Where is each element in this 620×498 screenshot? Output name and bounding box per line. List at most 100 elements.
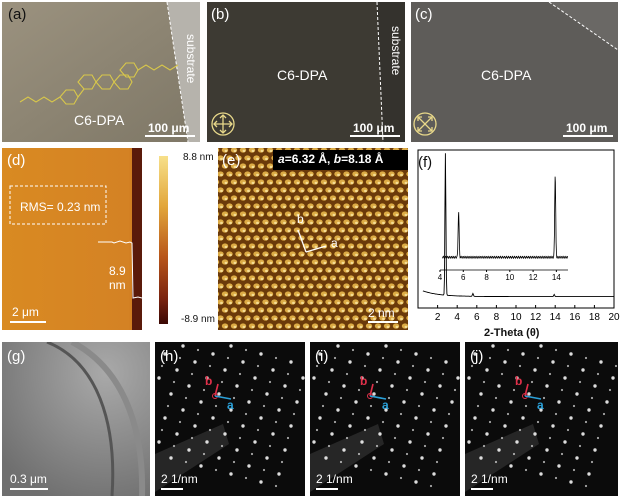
axis-b-arrow (369, 383, 374, 397)
axis-b-arrow (524, 383, 529, 397)
panel-label: (b) (211, 6, 230, 23)
inset-x-tick-label: 14 (552, 273, 561, 282)
panel-label: (h) (160, 348, 179, 365)
axis-b-label: b (297, 212, 304, 226)
scale-bar (368, 321, 398, 323)
axis-a-arrow (214, 395, 232, 400)
diffraction-spots (467, 344, 618, 488)
x-tick-label: 10 (510, 312, 522, 323)
xrd-series-line (422, 153, 614, 298)
panel-label: (a) (8, 6, 27, 23)
x-tick-label: 4 (454, 312, 460, 323)
beam-stop (310, 424, 384, 492)
panel-g: (g) 0.3 μm (2, 342, 150, 496)
scale-bar-label: 2 1/nm (471, 472, 508, 486)
panel-label: (d) (7, 152, 26, 169)
panel-label: (c) (415, 6, 433, 23)
scale-bar-label: 100 μm (566, 121, 608, 135)
beam-stop (465, 424, 539, 492)
axis-a-label: a (331, 236, 338, 250)
saed-pattern (465, 342, 618, 496)
inset-x-tick-label: 4 (438, 273, 443, 282)
axis-a-arrow (305, 245, 327, 253)
scale-bar-label: 2 1/nm (316, 472, 353, 486)
x-tick-label: 6 (474, 312, 480, 323)
axis-a-arrow (524, 395, 542, 400)
inset-series-line (441, 176, 569, 260)
scale-bar (471, 488, 493, 490)
panel-d: (d) RMS= 0.23 nm 8.9 nm 2 μm (2, 148, 142, 330)
scale-bar-label: 2 nm (368, 306, 395, 320)
colorbar-min: -8.9 nm (181, 314, 215, 325)
panel-label: (j) (470, 348, 484, 365)
rms-label: RMS= 0.23 nm (20, 200, 101, 214)
panel-c: (c) C6-DPA 100 μm (411, 2, 618, 142)
x-tick-label: 2 (435, 312, 441, 323)
x-tick-label: 12 (530, 312, 542, 323)
x-tick-label: 20 (608, 312, 620, 323)
substrate-label: substrate (184, 34, 198, 84)
panel-b-image (211, 2, 405, 142)
inset-x-tick-label: 8 (484, 273, 489, 282)
x-tick-label: 8 (494, 312, 500, 323)
axis-a-label: a (227, 398, 234, 412)
scale-bar (161, 488, 183, 490)
panel-a-image (2, 2, 200, 142)
panel-c-image (413, 2, 618, 137)
afm-height-image (2, 148, 142, 330)
panel-h: (h) b a 2 1/nm (155, 342, 305, 496)
substrate-label: substrate (389, 26, 403, 76)
inset-x-tick-label: 6 (461, 273, 466, 282)
panel-label: (i) (315, 348, 329, 365)
axis-b-arrow (214, 383, 219, 397)
scale-bar-label: 100 μm (353, 121, 395, 135)
film-label: C6-DPA (74, 112, 125, 128)
diffraction-spots (157, 344, 305, 488)
stm-lattice-image (218, 148, 408, 329)
lattice-parameters: a=6.32 Å, b=8.18 Å (278, 152, 384, 166)
axis-b-label: b (205, 374, 213, 388)
xrd-chart: 2 4 6 8 10 12 14 16 18 20 4 6 8 10 12 14 (417, 149, 620, 323)
axis-a-arrow (369, 395, 387, 400)
panel-f: 2 4 6 8 10 12 14 16 18 20 4 6 8 10 12 14 (f) 2-Theta (θ… (412, 148, 620, 340)
plot-frame (417, 149, 615, 309)
panel-e: (e) a=6.32 Å, b=8.18 Å b a 2 nm (218, 148, 408, 330)
polarizer-cross-icon (211, 112, 235, 136)
tem-image (2, 342, 150, 496)
scale-bar-label: 2 1/nm (161, 472, 198, 486)
scale-bar (316, 488, 338, 490)
axis-b-arrow (297, 229, 307, 253)
diffraction-spots (312, 344, 460, 488)
step-height-label: 8.9 nm (109, 264, 126, 292)
film-label: C6-DPA (277, 67, 328, 83)
film-label: C6-DPA (481, 67, 532, 83)
panel-a: (a) C6-DPA substrate 100 μm (2, 2, 200, 142)
molecule-structure-icon (19, 62, 179, 105)
scale-bar-label: 100 μm (148, 121, 190, 135)
afm-colorbar: 8.8 nm -8.9 nm (145, 152, 217, 328)
panel-b: (b) C6-DPA substrate 100 μm (207, 2, 405, 142)
x-tick-label: 14 (550, 312, 562, 323)
lattice-spots (218, 148, 408, 329)
polarizer-diagonal-icon (413, 112, 437, 136)
scale-bar-label: 2 μm (12, 305, 39, 319)
x-axis-label: 2-Theta (θ) (484, 327, 540, 339)
panel-i: (i) b a 2 1/nm (310, 342, 460, 496)
panel-label: (e) (222, 152, 241, 169)
x-tick-label: 18 (589, 312, 601, 323)
axis-b-label: b (515, 374, 523, 388)
beam-stop (155, 424, 229, 492)
axis-b-label: b (360, 374, 368, 388)
scale-bar-label: 0.3 μm (10, 472, 47, 486)
panel-j: (j) b a 2 1/nm (465, 342, 618, 496)
saed-pattern (155, 342, 305, 496)
axis-a-label: a (382, 398, 389, 412)
panel-label: (f) (418, 154, 433, 171)
x-tick-label: 16 (569, 312, 581, 323)
inset-x-tick-label: 12 (529, 273, 538, 282)
inset-x-tick-label: 10 (505, 273, 514, 282)
panel-label: (g) (7, 348, 26, 365)
saed-pattern (310, 342, 460, 496)
colorbar-max: 8.8 nm (183, 152, 214, 163)
axis-a-label: a (537, 398, 544, 412)
